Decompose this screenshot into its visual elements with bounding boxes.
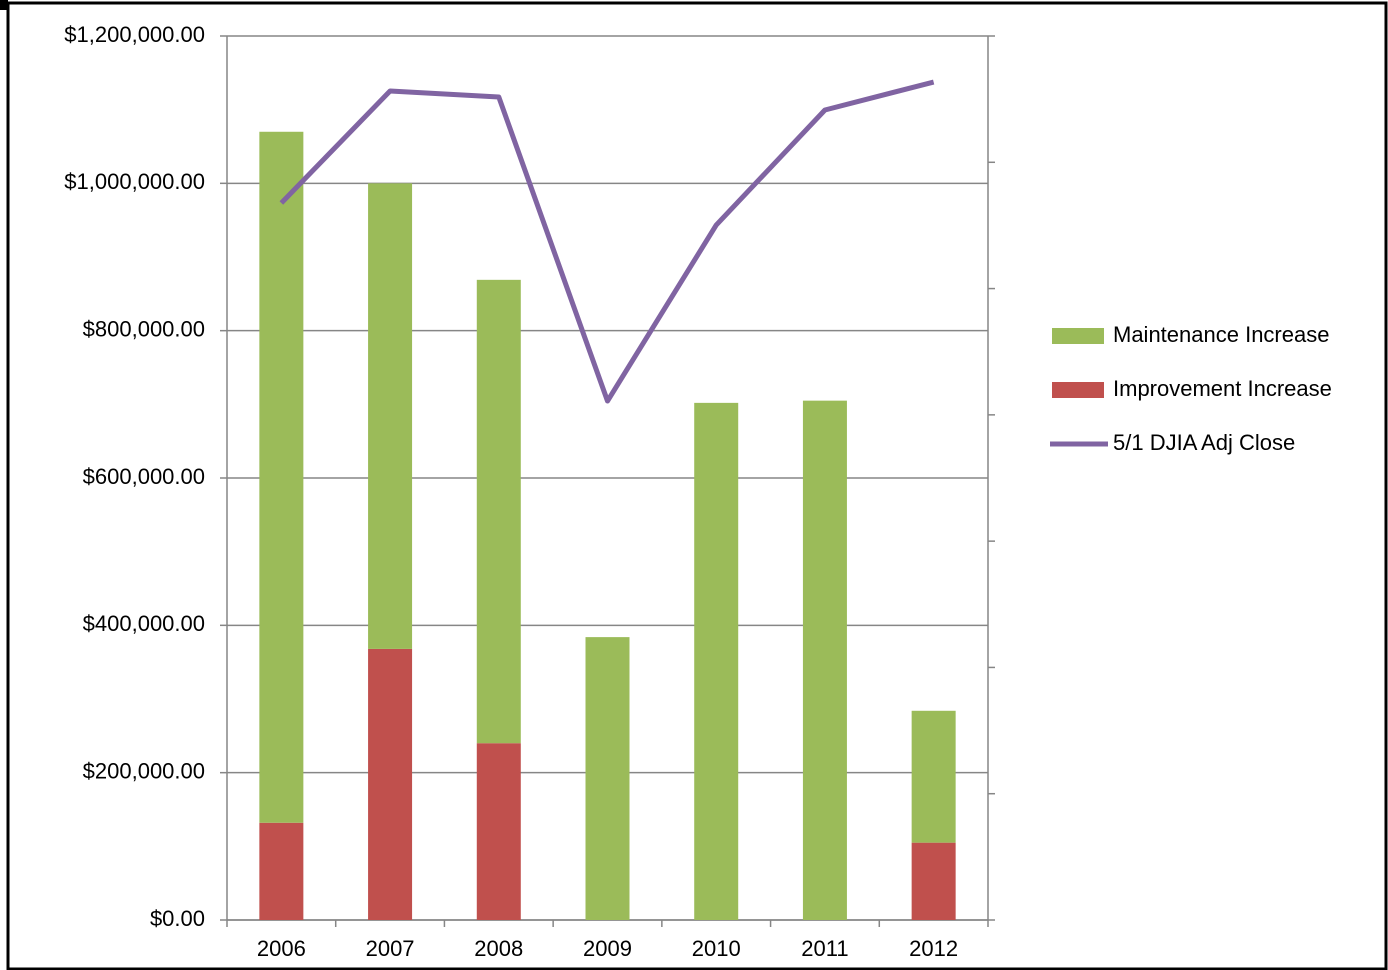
y-tick-label: $800,000.00: [83, 316, 205, 341]
bar: [911, 842, 956, 920]
bar: [802, 400, 847, 920]
legend-label: 5/1 DJIA Adj Close: [1113, 430, 1295, 455]
bar: [585, 637, 630, 920]
bar: [368, 183, 413, 649]
legend-label: Maintenance Increase: [1113, 322, 1329, 347]
bar: [476, 743, 521, 920]
bar: [476, 279, 521, 744]
bar: [911, 710, 956, 843]
legend-swatch: [1052, 328, 1104, 344]
x-tick-label: 2011: [801, 936, 848, 961]
y-tick-label: $600,000.00: [83, 464, 205, 489]
y-tick-label: $0.00: [150, 906, 205, 931]
x-tick-label: 2009: [583, 936, 632, 961]
y-tick-label: $400,000.00: [83, 611, 205, 636]
x-tick-label: 2010: [692, 936, 741, 961]
y-tick-label: $200,000.00: [83, 758, 205, 783]
line-series: [279, 79, 935, 404]
corner-marker: [0, 0, 8, 10]
x-tick-label: 2012: [909, 936, 958, 961]
bar: [259, 822, 304, 920]
bar: [368, 648, 413, 920]
x-tick-label: 2006: [257, 936, 306, 961]
bar: [694, 402, 739, 920]
legend-label: Improvement Increase: [1113, 376, 1332, 401]
y-tick-label: $1,200,000.00: [64, 22, 205, 47]
y-tick-label: $1,000,000.00: [64, 169, 205, 194]
bar: [259, 131, 304, 823]
x-tick-label: 2007: [366, 936, 415, 961]
x-tick-label: 2008: [474, 936, 523, 961]
legend-swatch: [1052, 382, 1104, 398]
